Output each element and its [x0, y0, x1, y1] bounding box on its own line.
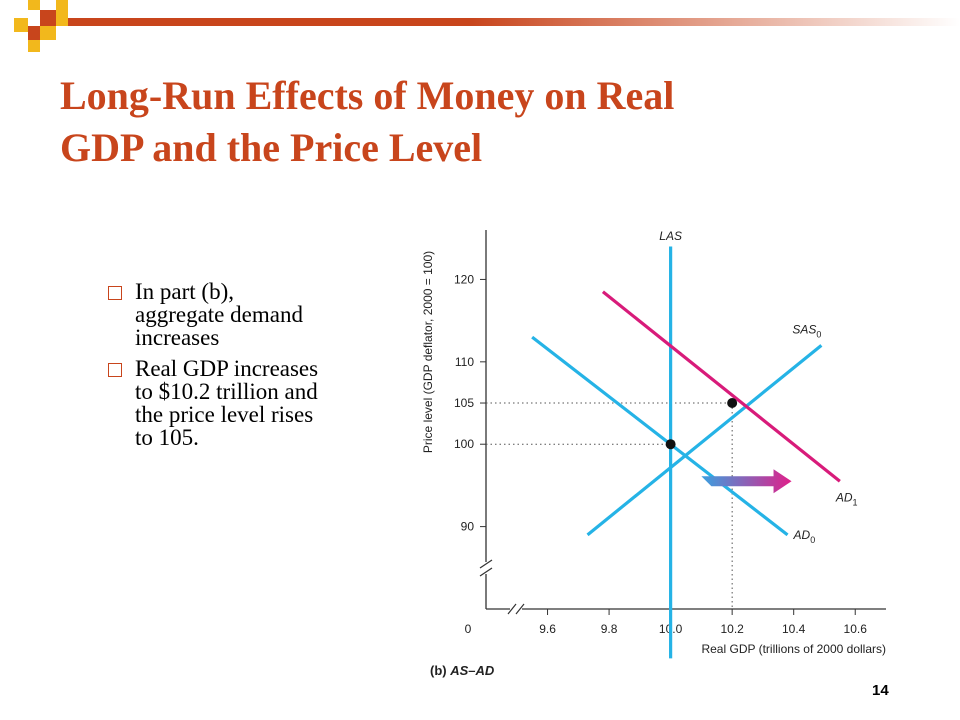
slide-title-line-1: Long-Run Effects of Money on Real: [60, 73, 675, 118]
bullet-text: Real GDP increases to $10.2 trillion and…: [135, 356, 319, 450]
bullet-item: Real GDP increases to $10.2 trillion and…: [108, 357, 328, 449]
x-axis-break: [515, 603, 525, 615]
curve-label-subscript: 1: [853, 497, 858, 507]
curve-label-las: LAS: [659, 229, 682, 243]
deco-square: [56, 10, 68, 26]
x-tick-label: 10.6: [844, 622, 868, 636]
x-tick-label: 10.2: [720, 622, 744, 636]
deco-square: [28, 40, 40, 52]
equilibrium-point: [665, 439, 676, 450]
y-axis-break-gap: [480, 562, 492, 574]
header-gradient-bar: [68, 18, 960, 26]
x-axis-break-gap: [510, 603, 522, 615]
figure-caption-part: (b): [430, 663, 450, 678]
page-number: 14: [872, 682, 889, 699]
bullet-text: In part (b), aggregate demand increases: [135, 279, 303, 350]
deco-square: [14, 18, 28, 32]
y-tick-label: 100: [454, 437, 474, 451]
slide-title-line-2: GDP and the Price Level: [60, 125, 483, 170]
curve-ad0: [531, 335, 789, 537]
ad-shift-arrow: [701, 469, 792, 494]
y-axis-label: Price level (GDP deflator, 2000 = 100): [421, 251, 435, 453]
corner-decoration: [14, 0, 960, 52]
deco-square: [28, 26, 40, 40]
deco-square: [56, 0, 68, 10]
curve-label-name: AD: [835, 490, 853, 504]
x-tick-label: 9.8: [601, 622, 618, 636]
deco-square: [28, 0, 40, 10]
x-axis-break: [507, 603, 517, 615]
figure-caption-name: AS–AD: [449, 663, 495, 678]
curve-label-subscript: 0: [810, 535, 815, 545]
x-tick-label: 10.4: [782, 622, 806, 636]
curve-label-ad0: AD0: [793, 528, 816, 545]
x-axis-label: Real GDP (trillions of 2000 dollars): [701, 642, 886, 656]
as-ad-chart: 901001051101209.69.810.010.210.410.60Rea…: [421, 229, 886, 678]
curve-label-name: AD: [793, 528, 811, 542]
curve-label-sas: SAS0: [792, 322, 821, 339]
y-tick-label: 120: [454, 272, 474, 286]
origin-label: 0: [465, 622, 472, 636]
equilibrium-point: [727, 398, 738, 409]
y-tick-label: 105: [454, 396, 474, 410]
curve-label-ad1: AD1: [835, 490, 858, 507]
curve-label-subscript: 0: [816, 329, 821, 339]
deco-square: [40, 10, 56, 26]
y-axis-break: [479, 559, 493, 569]
slide-title: Long-Run Effects of Money on Real GDP an…: [60, 70, 920, 174]
bullet-list: In part (b), aggregate demand increases …: [108, 280, 328, 457]
y-tick-label: 90: [461, 520, 475, 534]
bullet-box-icon: [108, 286, 122, 300]
curve-label-name: LAS: [659, 229, 682, 243]
y-axis-break: [479, 567, 493, 577]
bullet-item: In part (b), aggregate demand increases: [108, 280, 328, 349]
curve-label-name: SAS: [792, 322, 816, 336]
bullet-box-icon: [108, 363, 122, 377]
curve-sas: [586, 344, 823, 537]
x-tick-label: 9.6: [539, 622, 556, 636]
curve-ad1: [601, 290, 841, 483]
figure-caption: (b) AS–AD: [430, 663, 495, 678]
deco-square: [40, 26, 56, 40]
y-tick-label: 110: [455, 355, 474, 369]
